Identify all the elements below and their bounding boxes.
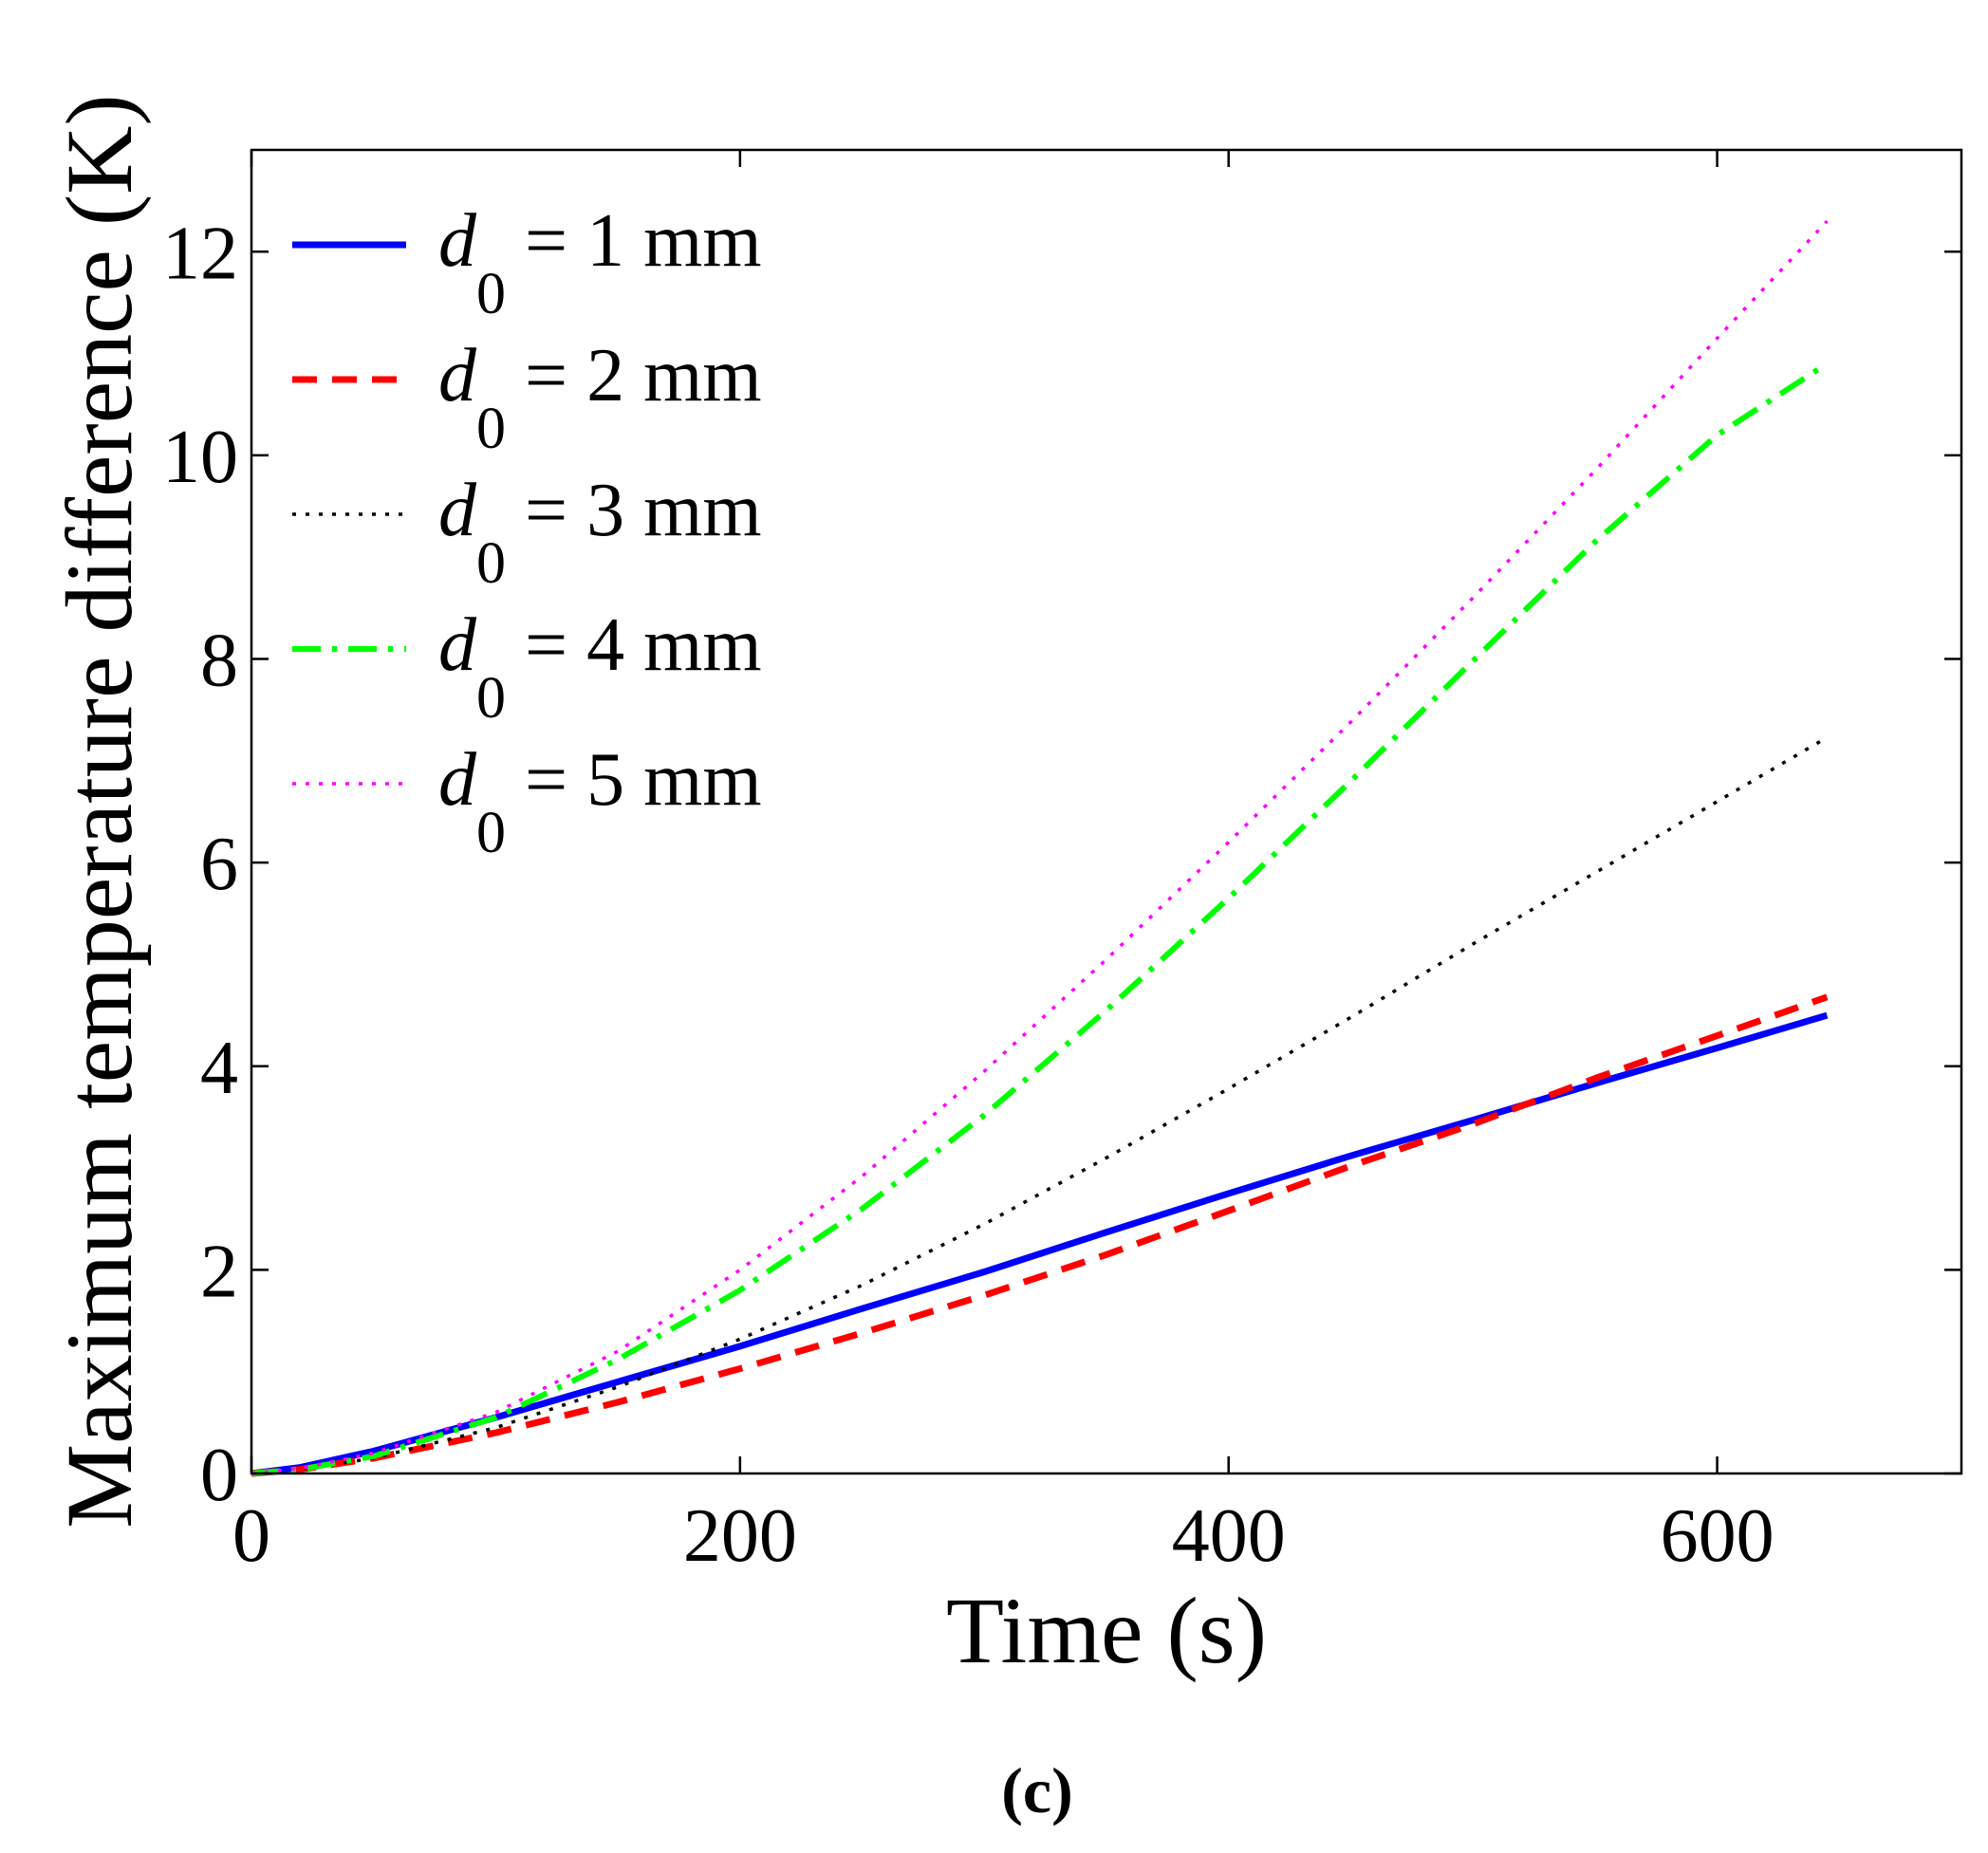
ticks-group [250, 150, 1961, 1475]
legend-label-1: d0 = 1 mm [438, 199, 762, 326]
y-tick-label: 6 [200, 823, 238, 906]
series-group [251, 219, 1830, 1477]
x-tick-label: 600 [1661, 1494, 1774, 1578]
y-axis-label: Maximum temperature difference (K) [46, 94, 152, 1528]
series-line-2 [251, 993, 1829, 1477]
y-tick-label: 10 [162, 416, 238, 499]
x-tick-label: 400 [1172, 1494, 1286, 1578]
y-tick-label: 2 [200, 1230, 238, 1313]
series-line-5 [251, 219, 1829, 1475]
y-tick-label: 0 [200, 1434, 238, 1517]
series-line-4 [251, 361, 1830, 1476]
x-tick-label: 200 [683, 1494, 797, 1578]
x-axis-label: Time (s) [946, 1578, 1267, 1683]
figure-caption: (c) [1001, 1754, 1072, 1826]
y-tick-label: 4 [200, 1027, 238, 1110]
legend-label-3: d0 = 3 mm [438, 469, 762, 596]
tick-labels-group: 0 200 400 600 0 2 4 6 8 10 12 [162, 212, 1774, 1578]
plot-frame [250, 148, 1963, 1475]
series-line-3 [251, 735, 1829, 1475]
legend-label-4: d0 = 4 mm [438, 603, 762, 731]
series-line-1 [251, 1011, 1829, 1477]
legend-label-5: d0 = 5 mm [438, 738, 762, 865]
legend-label-2: d0 = 2 mm [438, 334, 762, 461]
y-tick-label: 8 [200, 620, 238, 703]
y-tick-label: 12 [162, 212, 238, 295]
x-tick-label: 0 [232, 1494, 270, 1578]
